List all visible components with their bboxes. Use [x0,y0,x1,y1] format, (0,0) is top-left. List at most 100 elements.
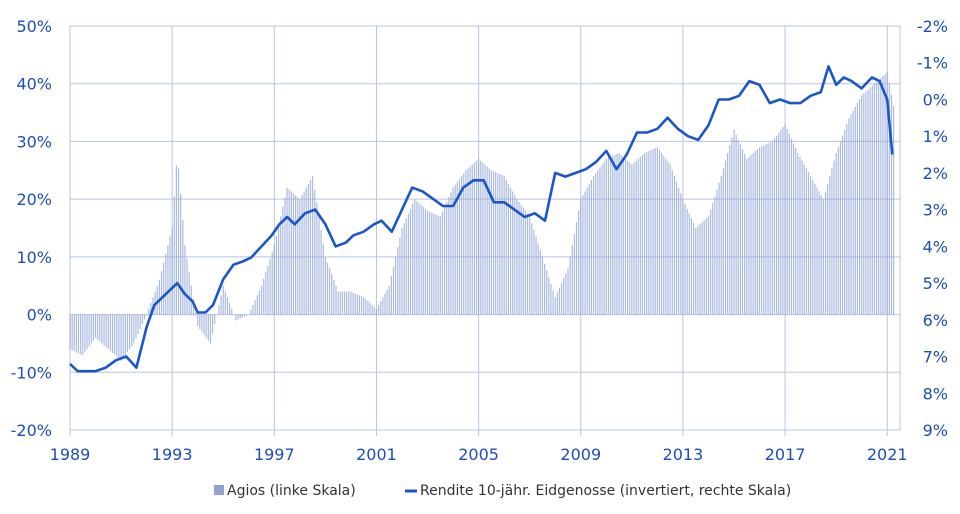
agio-bar [650,150,652,315]
y-right-tick-label: 4% [923,237,948,256]
agio-bar [697,226,699,315]
agio-bar [454,184,456,315]
agio-bar [831,168,833,315]
agio-bar [546,270,548,315]
agio-bar [678,187,680,315]
agio-bar [258,290,261,315]
agio-bar [520,204,522,315]
agio-bar [686,208,688,315]
agio-bar [707,216,710,315]
agio-bar [484,164,486,315]
agio-bar [722,168,724,315]
agio-bar [363,297,365,315]
y-left-tick-label: -10% [11,363,52,382]
agio-bar [595,173,597,315]
agio-bar [748,156,750,315]
agio-bar [114,314,116,355]
agio-bar [458,178,461,315]
agio-bar [873,83,876,315]
agio-bar [380,301,382,315]
agio-bar [331,274,333,315]
agio-bar [495,172,497,315]
agio-bar [773,138,776,315]
agio-bar [835,152,837,315]
agio-bar [669,164,671,315]
x-tick-label: 2009 [560,445,601,464]
agio-bar [307,183,309,315]
agio-bar [109,314,112,352]
agio-bar [556,292,558,315]
agio-bar [893,105,895,315]
agio-bar [254,300,256,315]
agio-bar [816,187,818,315]
agio-bar [695,228,697,315]
agio-bar [316,202,318,315]
agio-bar [854,106,856,315]
x-tick-label: 2013 [663,445,704,464]
axes-layer: -20% -10% 0% 10% 20% 30% 40% 50% -2% -1% 0% 1% 2% 3% 4… [11,17,948,464]
agio-bar [329,268,331,315]
agio-bar [482,162,484,315]
agio-bar [737,139,739,315]
agio-bar [375,308,378,315]
agio-bar [886,72,888,315]
agio-bar [635,160,637,315]
agio-bar [467,168,469,315]
agio-bar [86,314,88,350]
agio-bar [765,144,767,315]
agio-bar [371,304,373,315]
plot-border [69,25,901,431]
y-right-tick-label: -1% [917,54,948,73]
agio-bar [752,152,754,315]
agio-bar [609,156,612,315]
agio-bar [539,250,541,315]
agio-bar [171,228,173,315]
agio-bar [720,176,722,315]
agio-bar [235,314,237,321]
legend-bar-swatch [214,485,224,495]
agio-bar [471,164,473,315]
agio-bar [797,152,799,315]
agio-bar [624,158,627,315]
agio-bar [675,181,678,315]
agio-bar [403,223,405,315]
agio-bar [354,293,356,315]
agio-bar [309,179,312,315]
y-left-tick-label: 50% [16,17,52,36]
agio-bar [875,81,878,315]
agio-bar [263,278,265,315]
agio-bar [84,314,86,353]
agio-bar [814,183,816,315]
agio-bar [620,154,622,315]
agio-bar [673,176,676,315]
agio-bar [177,168,180,315]
agio-bar [290,191,292,315]
agio-bar [565,273,567,315]
agio-bar [486,166,488,315]
agio-bar [622,156,624,315]
agio-bar [531,223,533,315]
agio-bar [656,147,658,315]
agio-bar [358,295,361,315]
agio-bar [526,213,529,315]
yield-line [69,65,894,373]
agio-bar [122,314,124,358]
agio-bar [850,114,852,315]
agio-bar [269,258,271,315]
agio-bar [284,197,286,315]
agio-bar [252,304,254,315]
agio-bar [143,314,146,320]
agio-bar [160,271,163,315]
agio-bar [724,160,727,315]
agio-bar [741,149,744,315]
agio-bar [709,209,712,315]
agio-bar [716,189,718,315]
agio-bar [795,148,797,315]
agio-bar [182,219,184,315]
agio-bar [141,314,143,325]
agio-bar [94,314,97,338]
agio-bar [590,179,593,315]
agio-bar [241,314,243,318]
agio-bar [303,191,305,315]
